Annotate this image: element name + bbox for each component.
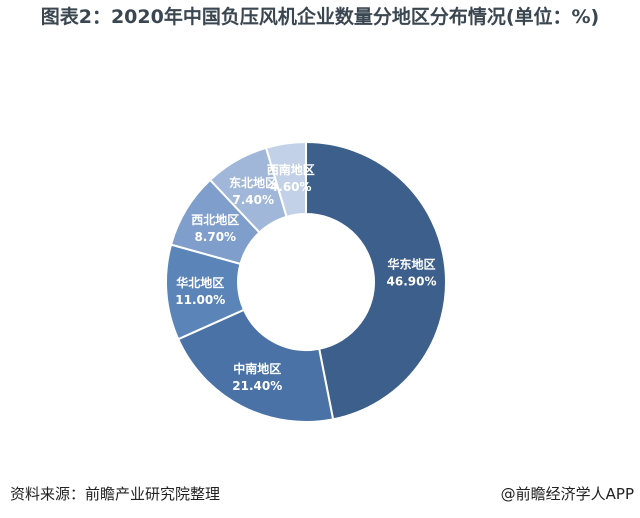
chart-title: 图表2：2020年中国负压风机企业数量分地区分布情况(单位：%)	[40, 6, 600, 28]
slice-value-label: 7.40%	[232, 193, 274, 207]
slice-category-label: 西南地区	[267, 162, 315, 177]
slice-value-label: 4.60%	[270, 180, 312, 194]
slice-category-label: 中南地区	[233, 361, 281, 376]
slice-category-label: 华东地区	[387, 257, 435, 272]
donut-slice	[176, 308, 335, 423]
slice-category-label: 东北地区	[229, 175, 277, 190]
slice-value-label: 11.00%	[175, 293, 225, 307]
donut-slice	[305, 140, 447, 421]
source-note: 资料来源：前瞻产业研究院整理	[10, 485, 221, 503]
slice-value-label: 46.90%	[387, 275, 437, 289]
slice-category-label: 华北地区	[176, 275, 224, 290]
slice-category-label: 西北地区	[191, 212, 239, 227]
slice-value-label: 21.40%	[232, 379, 282, 393]
brand-watermark: @前瞻经济学人APP	[500, 485, 634, 503]
slice-value-label: 8.70%	[194, 230, 236, 244]
donut-slice	[264, 140, 307, 219]
